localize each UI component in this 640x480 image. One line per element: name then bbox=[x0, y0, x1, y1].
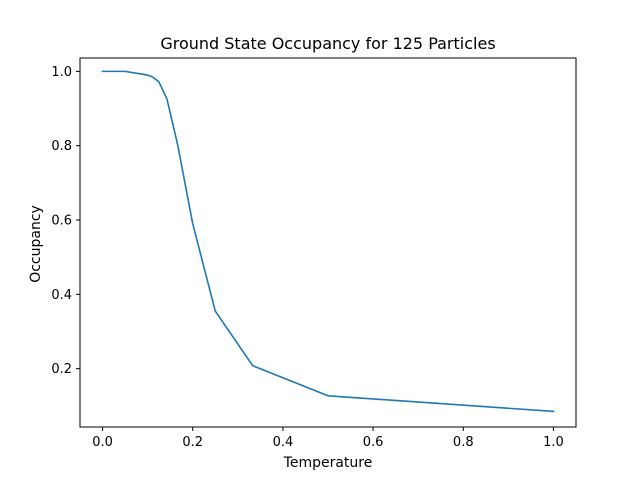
x-tick-label: 0.2 bbox=[182, 435, 203, 450]
y-axis-label: Occupancy bbox=[28, 205, 44, 283]
y-axis-ticks: 0.2 0.4 0.6 0.8 1.0 bbox=[51, 65, 80, 377]
y-tick-label: 0.2 bbox=[51, 362, 72, 377]
x-tick-label: 0.6 bbox=[363, 435, 384, 450]
x-tick-label: 0.4 bbox=[273, 435, 294, 450]
plot-frame bbox=[79, 57, 577, 428]
x-tick-label: 0.0 bbox=[92, 435, 113, 450]
chart-title: Ground State Occupancy for 125 Particles bbox=[160, 34, 495, 53]
y-tick-label: 1.0 bbox=[51, 65, 72, 80]
y-tick-label: 0.4 bbox=[51, 288, 72, 303]
x-tick-label: 0.8 bbox=[453, 435, 474, 450]
series-line bbox=[101, 70, 555, 413]
x-tick-label: 1.0 bbox=[543, 435, 564, 450]
plot-area bbox=[101, 70, 555, 413]
x-axis-label: Temperature bbox=[283, 455, 373, 471]
y-tick-label: 0.8 bbox=[51, 139, 72, 154]
x-axis-ticks: 0.0 0.2 0.4 0.6 0.8 1.0 bbox=[92, 427, 564, 450]
y-tick-label: 0.6 bbox=[51, 214, 72, 229]
